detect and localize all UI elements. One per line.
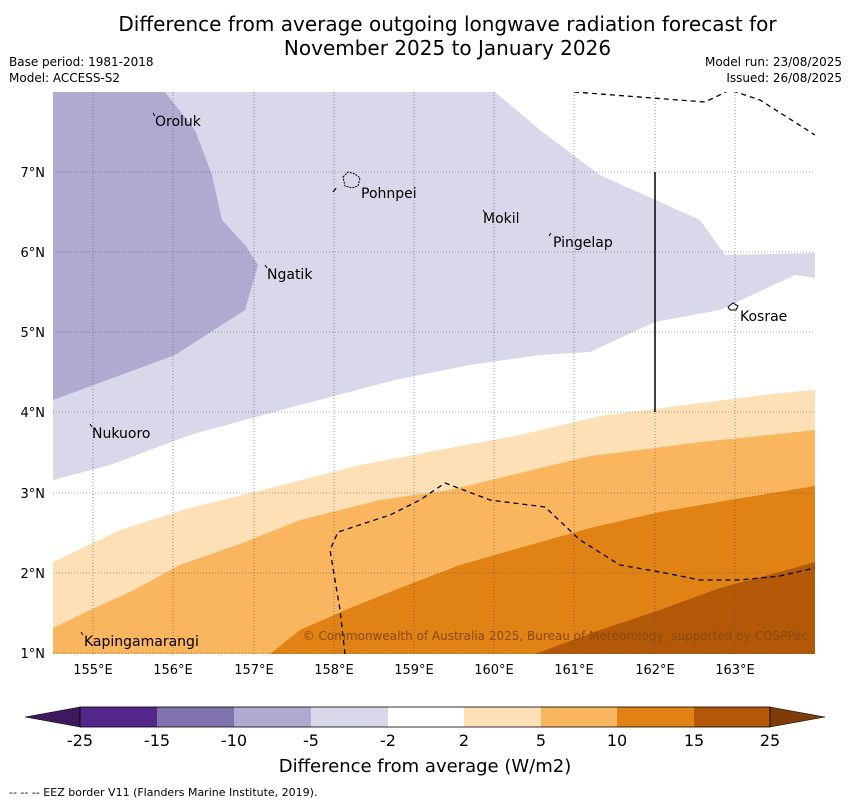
label-nukuoro: Nukuoro <box>92 426 150 442</box>
issued-date: Issued: 26/08/2025 <box>726 71 842 85</box>
colorbar-bin-3 <box>234 707 311 727</box>
colorbar-bin-9 <box>694 707 770 727</box>
title-line-2: November 2025 to January 2026 <box>283 36 612 60</box>
colorbar-bin-2 <box>157 707 234 727</box>
colorbar-tick-1: -25 <box>67 731 93 750</box>
y-tick-5n: 5°N <box>21 326 46 341</box>
atoll-marks <box>80 112 552 636</box>
x-tick-161: 161°E <box>554 663 594 678</box>
meta-left: Base period: 1981-2018 Model: ACCESS-S2 <box>9 54 154 86</box>
x-tick-157: 157°E <box>234 663 274 678</box>
x-tick-160: 160°E <box>474 663 514 678</box>
label-oroluk: Oroluk <box>155 114 202 130</box>
y-tick-3n: 3°N <box>21 487 46 502</box>
label-pohnpei: Pohnpei <box>361 186 417 202</box>
kosrae-outline <box>727 302 739 311</box>
title-line-1: Difference from average outgoing longwav… <box>118 12 777 36</box>
colorbar-bin-4 <box>311 707 388 727</box>
y-tick-2n: 2°N <box>21 567 46 582</box>
pohnpei-outline <box>342 171 361 189</box>
y-tick-4n: 4°N <box>21 406 46 421</box>
map-title: Difference from average outgoing longwav… <box>0 12 850 60</box>
model-run: Model run: 23/08/2025 <box>704 55 842 69</box>
anomaly-field <box>53 92 815 654</box>
x-tick-155: 155°E <box>73 663 113 678</box>
x-tick-162: 162°E <box>635 663 675 678</box>
colorbar-extend-high <box>769 706 826 728</box>
label-kosrae: Kosrae <box>740 309 787 325</box>
colorbar-label: Difference from average (W/m2) <box>279 756 571 777</box>
colorbar-bin-7 <box>541 707 617 727</box>
eez-borders <box>329 92 815 654</box>
footer-note: -- -- -- EEZ border V11 (Flanders Marine… <box>9 786 318 799</box>
colorbar-tick-4: -5 <box>303 731 319 750</box>
gridlines <box>53 92 815 654</box>
colorbar-bin-1 <box>80 707 157 727</box>
meta-right: Model run: 23/08/2025 Issued: 26/08/2025 <box>705 54 842 86</box>
label-pingelap: Pingelap <box>553 235 613 251</box>
y-tick-6n: 6°N <box>21 246 46 261</box>
colorbar-bin-5 <box>388 707 464 727</box>
x-tick-159: 159°E <box>394 663 434 678</box>
copyright-note: © Commonwealth of Australia 2025, Bureau… <box>303 629 808 643</box>
colorbar-extend-low <box>24 706 81 728</box>
colorbar-tick-10: 25 <box>760 731 780 750</box>
x-tick-156: 156°E <box>153 663 193 678</box>
colorbar-tick-7: 5 <box>536 731 546 750</box>
colorbar-tick-9: 15 <box>684 731 704 750</box>
y-tick-1n: 1°N <box>21 647 46 662</box>
colorbar-tick-6: 2 <box>459 731 469 750</box>
base-period: Base period: 1981-2018 <box>9 55 154 69</box>
colorbar: -25 -15 -10 -5 -2 2 5 10 15 25 Differenc… <box>24 706 826 777</box>
label-mokil: Mokil <box>483 211 520 227</box>
x-tick-163: 163°E <box>715 663 755 678</box>
label-kapingamarangi: Kapingamarangi <box>84 634 199 650</box>
band-minus-2-to-minus-5 <box>53 92 815 480</box>
y-tick-7n: 7°N <box>21 166 46 181</box>
colorbar-tick-5: -2 <box>380 731 396 750</box>
model-name: Model: ACCESS-S2 <box>9 71 121 85</box>
colorbar-tick-3: -10 <box>221 731 247 750</box>
band-15-to-25 <box>535 562 815 654</box>
band-minus-5-to-minus-10 <box>53 92 258 400</box>
colorbar-tick-8: 10 <box>607 731 627 750</box>
x-tick-158: 158°E <box>314 663 354 678</box>
label-ngatik: Ngatik <box>267 267 313 283</box>
colorbar-tick-2: -15 <box>144 731 170 750</box>
colorbar-bin-8 <box>617 707 694 727</box>
colorbar-bin-6 <box>464 707 541 727</box>
